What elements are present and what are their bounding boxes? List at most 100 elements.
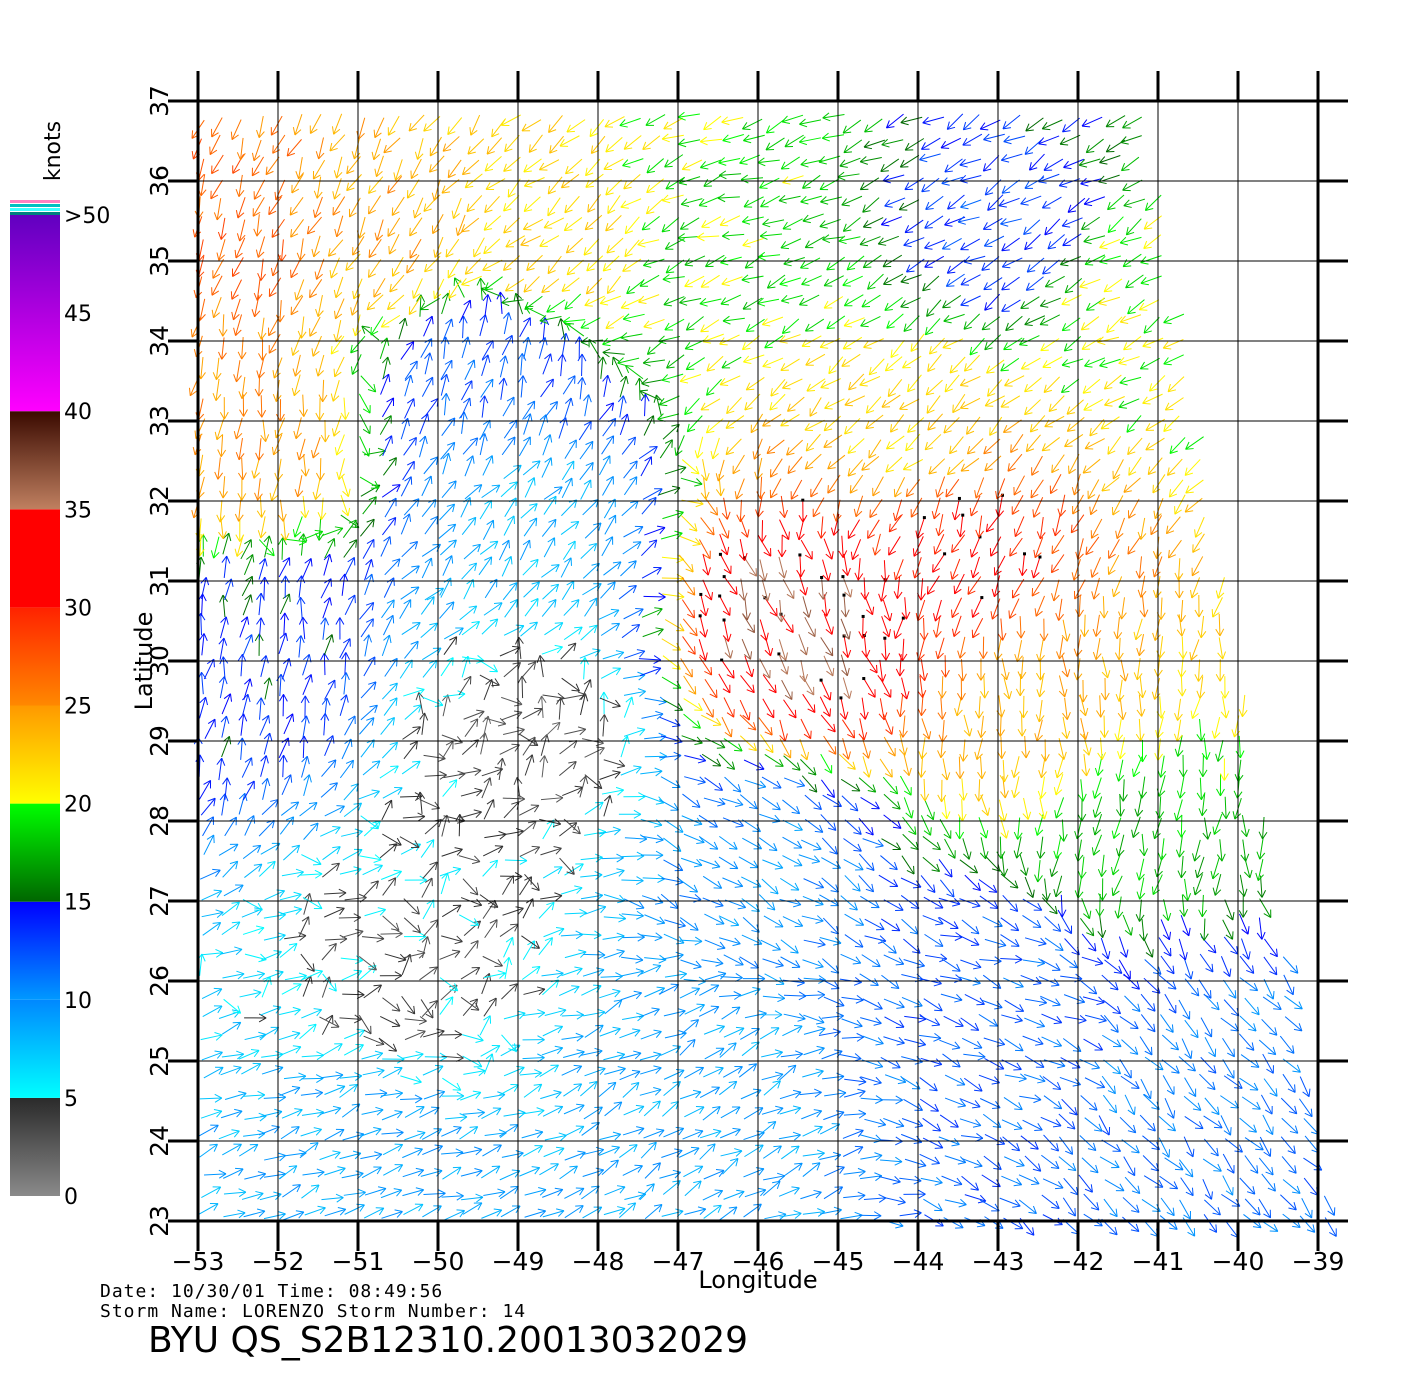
wind-barb xyxy=(1040,995,1061,1007)
wind-barb xyxy=(461,562,478,580)
wind-barb xyxy=(360,375,377,393)
wind-barb xyxy=(200,1109,223,1119)
wind-barb xyxy=(298,533,308,556)
wind-barb xyxy=(1119,659,1129,682)
wind-barb xyxy=(280,801,300,816)
wind-barb xyxy=(502,582,518,601)
wind-barb xyxy=(382,1066,403,1079)
wind-barb xyxy=(1133,658,1143,681)
wind-barb xyxy=(1262,1053,1274,1074)
wind-barb xyxy=(254,478,263,501)
wind-barb xyxy=(677,111,700,121)
rain-flag-dot xyxy=(842,593,846,597)
wind-barb xyxy=(842,336,863,350)
rain-flag-dot xyxy=(1000,493,1004,497)
wind-barb xyxy=(379,765,399,779)
wind-barb xyxy=(379,415,392,435)
wind-barb xyxy=(1101,974,1119,991)
wind-barb xyxy=(643,415,655,436)
wind-barb xyxy=(664,819,684,833)
wind-barb xyxy=(1119,1116,1137,1134)
wind-barb xyxy=(922,116,945,126)
wind-barb xyxy=(839,1053,862,1062)
longitude-tick-labels: −53 −52 −51 −50 −49 −48 −47 −46 −45 −44 −43 −42 −41−… xyxy=(172,1247,1345,1276)
wind-barb xyxy=(1282,956,1299,974)
wind-barb xyxy=(765,137,785,151)
wind-barb xyxy=(351,137,361,160)
wind-barb xyxy=(1024,1055,1045,1068)
wind-barb xyxy=(598,826,621,836)
wind-barb xyxy=(1198,979,1212,999)
wind-barb xyxy=(719,1042,737,1058)
wind-barb xyxy=(779,738,792,759)
wind-barb xyxy=(841,719,856,739)
wind-barb xyxy=(823,996,845,1008)
wind-barb xyxy=(441,740,454,761)
wind-barb xyxy=(1090,518,1103,539)
wind-barb xyxy=(1003,977,1024,989)
wind-barb xyxy=(380,373,391,395)
wind-barb xyxy=(1197,615,1207,639)
wind-barb xyxy=(699,1086,720,1099)
latitude-tick-label: 32 xyxy=(145,485,174,517)
wind-barb xyxy=(1191,556,1204,577)
wind-barb xyxy=(1200,1056,1217,1074)
wind-barb xyxy=(842,1145,864,1157)
wind-barb xyxy=(1258,816,1268,840)
wind-barb xyxy=(983,235,1005,247)
wind-barb xyxy=(1111,875,1123,897)
wind-barb xyxy=(1089,494,1101,516)
wind-barb xyxy=(1002,114,1021,130)
wind-barb xyxy=(762,958,784,968)
wind-barb xyxy=(1105,115,1126,128)
wind-barb xyxy=(1151,874,1163,895)
wind-barb xyxy=(1066,399,1084,415)
wind-barb xyxy=(461,336,471,359)
wind-barb xyxy=(221,921,241,936)
wind-barb xyxy=(1203,1138,1219,1157)
wind-barb xyxy=(299,802,318,817)
wind-barb xyxy=(1123,1156,1136,1177)
wind-barb xyxy=(798,500,808,523)
wind-barb xyxy=(1063,994,1086,1005)
wind-barb xyxy=(710,437,720,460)
wind-barb xyxy=(521,1129,544,1139)
wind-barb xyxy=(802,990,826,1000)
wind-barb xyxy=(236,219,246,242)
wind-barb xyxy=(750,413,764,434)
wind-barb xyxy=(764,973,785,985)
wind-barb xyxy=(523,517,538,537)
wind-barb xyxy=(600,581,616,599)
wind-barb xyxy=(1001,299,1021,312)
wind-barb xyxy=(338,913,362,923)
wind-barb xyxy=(1239,1077,1259,1091)
wind-barb xyxy=(1098,1115,1111,1136)
wind-barb xyxy=(301,1051,324,1061)
wind-barb xyxy=(424,587,444,601)
wind-barb xyxy=(256,697,266,720)
wind-barb xyxy=(1118,597,1127,620)
wind-barb xyxy=(1082,458,1101,474)
wind-barb xyxy=(381,682,398,700)
wind-barb xyxy=(1164,397,1184,411)
wind-barb xyxy=(1220,1115,1232,1136)
wind-barb xyxy=(303,822,319,840)
wind-barb xyxy=(920,1177,943,1186)
longitude-tick-label: −42 xyxy=(1052,1247,1105,1276)
wind-barb xyxy=(917,578,926,601)
wind-barb xyxy=(974,696,984,719)
wind-barb xyxy=(272,357,283,379)
wind-barb xyxy=(423,919,439,937)
wind-barb xyxy=(315,354,325,377)
wind-barb xyxy=(919,1015,941,1027)
wind-barb xyxy=(1092,614,1102,637)
wind-barb xyxy=(719,991,742,1000)
wind-barb xyxy=(1078,1174,1093,1193)
wind-barb xyxy=(878,1176,901,1185)
wind-barb xyxy=(803,1014,825,1025)
wind-barb xyxy=(922,836,941,851)
wind-barb xyxy=(783,755,801,771)
wind-barb xyxy=(382,787,403,799)
wind-barb xyxy=(1143,215,1162,230)
wind-barb xyxy=(604,1066,626,1075)
